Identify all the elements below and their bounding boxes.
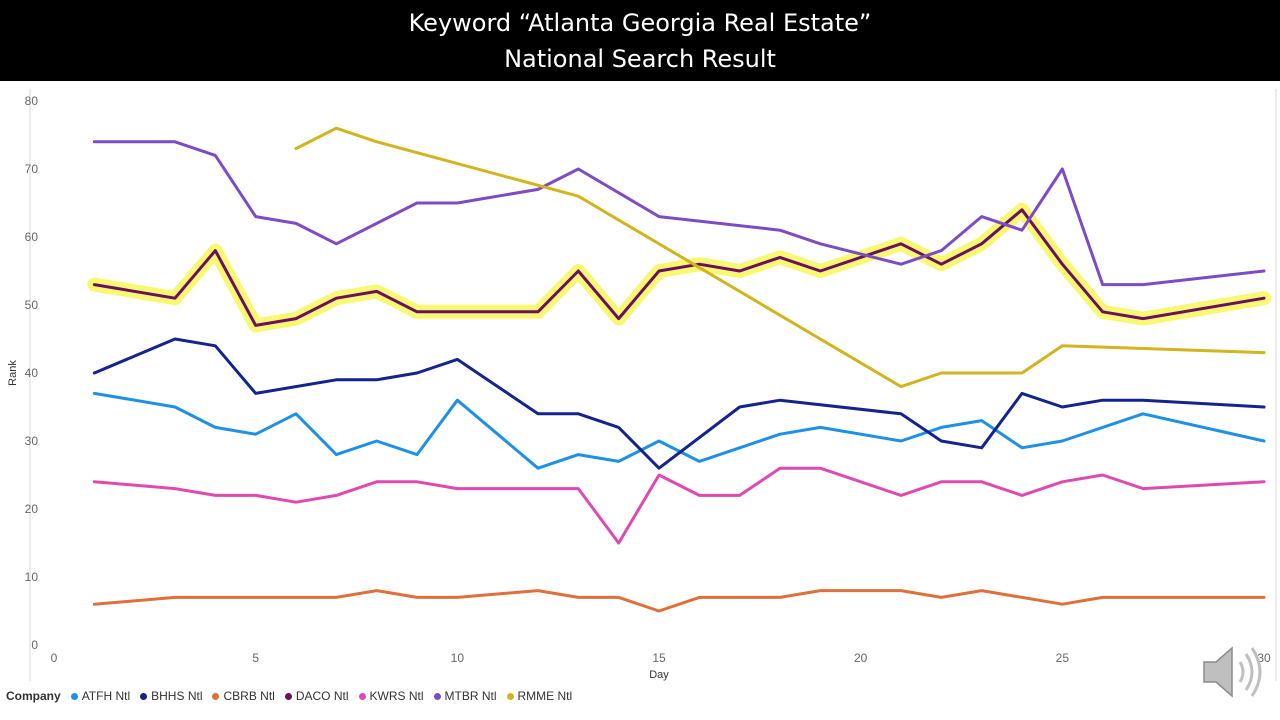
series-line-bhhs-ntl[interactable] [92, 337, 1266, 470]
y-tick-label: 10 [25, 570, 39, 584]
legend-marker [506, 692, 514, 700]
y-tick-label: 70 [25, 162, 39, 176]
legend-label: RMME Ntl [517, 689, 573, 703]
legend-item[interactable]: CBRB Ntl [212, 689, 275, 703]
x-tick-label: 15 [652, 651, 666, 665]
legend-label: DACO Ntl [295, 689, 349, 703]
legend-item[interactable]: RMME Ntl [506, 689, 573, 703]
legend-item[interactable]: KWRS Ntl [358, 689, 424, 703]
y-tick-label: 20 [25, 502, 39, 516]
legend-label: BHHS Ntl [151, 689, 203, 703]
y-axis-label: Rank [7, 360, 19, 386]
series-line-kwrs-ntl[interactable] [92, 466, 1266, 545]
x-tick-label: 20 [854, 651, 868, 665]
chart-subtitle: National Search Result [504, 45, 776, 73]
legend-marker [212, 692, 220, 700]
legend: Company ATFH Ntl BHHS Ntl CBRB Ntl DACO Ntl… [6, 687, 582, 705]
series-line-daco-ntl[interactable] [92, 208, 1266, 327]
line-chart: 0 10 20 30 40 50 60 70 80 0 5 10 15 20 25 30 Day Rank [7, 89, 1277, 681]
series-line-mtbr-ntl[interactable] [92, 140, 1266, 287]
y-tick-label: 0 [31, 638, 38, 652]
chart-title: Keyword “Atlanta Georgia Real Estate” [408, 9, 872, 37]
x-tick-label: 25 [1056, 651, 1070, 665]
y-tick-label: 40 [25, 366, 39, 380]
legend-label: MTBR Ntl [444, 689, 497, 703]
series-line-atfh-ntl[interactable] [92, 391, 1266, 470]
x-tick-label: 30 [1257, 651, 1271, 665]
x-tick-label: 5 [252, 651, 259, 665]
legend-marker [284, 692, 292, 700]
series-line-rmme-ntl[interactable] [294, 126, 1266, 389]
legend-label: ATFH Ntl [81, 689, 131, 703]
legend-marker [70, 692, 78, 700]
x-axis-label: Day [649, 669, 669, 681]
x-tick-label: 0 [51, 651, 58, 665]
legend-label: CBRB Ntl [223, 689, 275, 703]
speaker-icon[interactable] [1200, 640, 1268, 704]
y-tick-label: 30 [25, 434, 39, 448]
y-tick-label: 50 [25, 298, 39, 312]
y-tick-label: 80 [25, 94, 39, 108]
legend-title: Company [6, 689, 61, 703]
legend-item[interactable]: ATFH Ntl [70, 689, 131, 703]
title-bar: Keyword “Atlanta Georgia Real Estate” Na… [0, 0, 1280, 81]
x-tick-label: 10 [451, 651, 465, 665]
legend-item[interactable]: DACO Ntl [284, 689, 349, 703]
legend-marker [433, 692, 441, 700]
y-tick-label: 60 [25, 230, 39, 244]
legend-label: KWRS Ntl [369, 689, 424, 703]
legend-marker [358, 692, 366, 700]
legend-item[interactable]: BHHS Ntl [140, 689, 202, 703]
series-line-cbrb-ntl[interactable] [92, 589, 1266, 613]
legend-marker [140, 692, 148, 700]
legend-item[interactable]: MTBR Ntl [433, 689, 497, 703]
